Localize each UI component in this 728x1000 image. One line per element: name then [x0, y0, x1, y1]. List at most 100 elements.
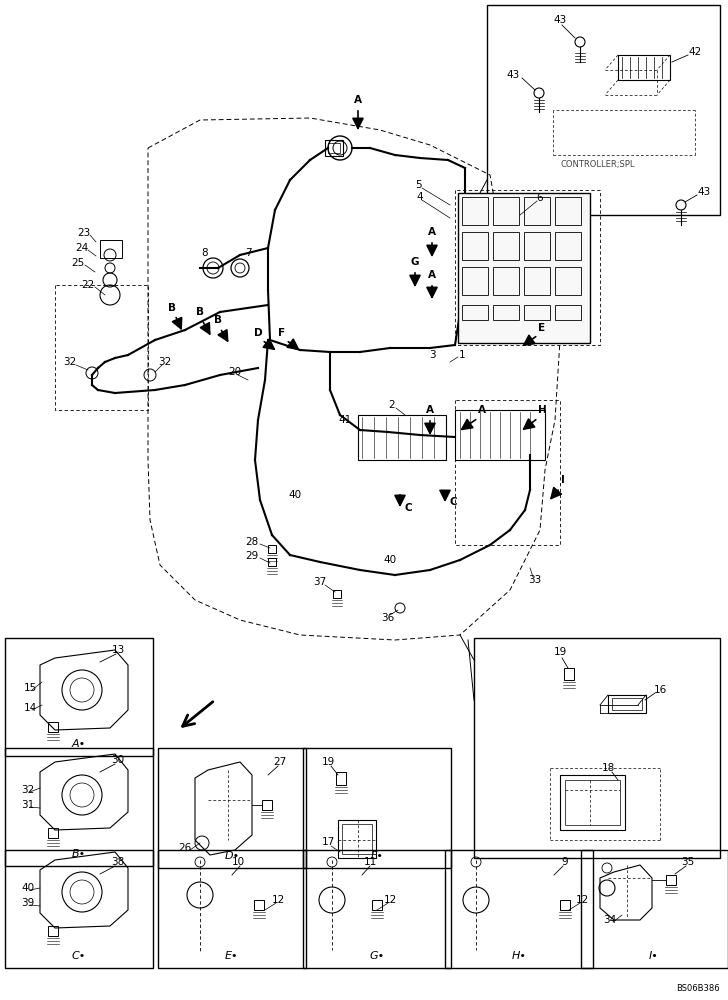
Text: 36: 36 — [381, 613, 395, 623]
Text: F: F — [278, 328, 285, 338]
Bar — [328, 143, 340, 153]
Bar — [487, 5, 720, 215]
Bar — [493, 197, 519, 225]
Bar — [455, 410, 545, 460]
Text: 18: 18 — [601, 763, 614, 773]
Bar — [5, 638, 153, 756]
Bar — [338, 820, 376, 858]
Text: 40: 40 — [384, 555, 397, 565]
Text: 22: 22 — [82, 280, 95, 290]
Text: 6: 6 — [537, 193, 543, 203]
Text: 16: 16 — [653, 685, 667, 695]
Bar — [565, 780, 620, 825]
Text: 12: 12 — [575, 895, 589, 905]
Text: 33: 33 — [529, 575, 542, 585]
Text: H: H — [537, 405, 547, 415]
Text: C: C — [404, 503, 412, 513]
Text: 43: 43 — [507, 70, 520, 80]
Bar — [555, 197, 581, 225]
Text: C: C — [449, 497, 456, 507]
Bar — [48, 722, 58, 732]
Bar — [158, 850, 306, 968]
Text: G•: G• — [369, 951, 384, 961]
Text: 20: 20 — [229, 367, 242, 377]
Text: 17: 17 — [321, 837, 335, 847]
Text: A: A — [428, 270, 436, 280]
Text: 1: 1 — [459, 350, 465, 360]
Bar — [608, 695, 646, 713]
Bar — [303, 748, 451, 868]
Text: 28: 28 — [245, 537, 258, 547]
Text: 4: 4 — [416, 192, 423, 202]
Text: 40: 40 — [288, 490, 301, 500]
Bar — [474, 638, 720, 858]
Text: 7: 7 — [245, 248, 251, 258]
Bar — [493, 267, 519, 295]
Bar — [462, 267, 488, 295]
Text: B: B — [168, 303, 176, 313]
Text: G: G — [411, 257, 419, 267]
Text: A•: A• — [72, 739, 86, 749]
Text: C•: C• — [72, 951, 86, 961]
Text: 12: 12 — [272, 895, 285, 905]
Text: D: D — [253, 328, 262, 338]
Text: 14: 14 — [23, 703, 36, 713]
Bar — [493, 232, 519, 260]
Text: 10: 10 — [232, 857, 245, 867]
Text: I: I — [561, 475, 565, 485]
Bar — [524, 267, 550, 295]
Bar — [560, 900, 570, 910]
Text: 12: 12 — [384, 895, 397, 905]
Text: E: E — [539, 323, 545, 333]
Bar — [462, 197, 488, 225]
Text: 3: 3 — [429, 350, 435, 360]
Text: H•: H• — [512, 951, 526, 961]
Text: A: A — [354, 95, 362, 105]
Text: 34: 34 — [604, 915, 617, 925]
Text: 37: 37 — [313, 577, 327, 587]
Bar — [158, 748, 306, 868]
Bar — [524, 197, 550, 225]
Text: 43: 43 — [697, 187, 711, 197]
Text: B: B — [214, 315, 222, 325]
Text: 39: 39 — [21, 898, 35, 908]
Bar — [5, 850, 153, 968]
Text: 5: 5 — [415, 180, 422, 190]
Text: 42: 42 — [689, 47, 702, 57]
Bar — [268, 558, 276, 566]
Text: 41: 41 — [339, 415, 352, 425]
Bar — [555, 232, 581, 260]
Text: B•: B• — [72, 849, 86, 859]
Bar — [564, 668, 574, 680]
Text: 15: 15 — [23, 683, 36, 693]
Text: E•: E• — [225, 951, 239, 961]
Bar — [268, 545, 276, 553]
Bar — [458, 193, 590, 343]
Bar — [612, 698, 642, 710]
Text: F•: F• — [371, 851, 384, 861]
Bar — [303, 850, 451, 968]
Text: 38: 38 — [111, 857, 124, 867]
Text: 32: 32 — [63, 357, 76, 367]
Bar — [524, 305, 550, 320]
Text: 31: 31 — [21, 800, 35, 810]
Text: 26: 26 — [178, 843, 191, 853]
Text: 23: 23 — [76, 228, 90, 238]
Text: I•: I• — [649, 951, 659, 961]
Text: 19: 19 — [321, 757, 335, 767]
Bar — [48, 926, 58, 936]
Bar — [560, 775, 625, 830]
Text: 13: 13 — [111, 645, 124, 655]
Bar — [342, 824, 372, 854]
Text: A: A — [478, 405, 486, 415]
Text: 32: 32 — [21, 785, 35, 795]
Text: 29: 29 — [245, 551, 258, 561]
Bar — [100, 240, 122, 258]
Bar — [325, 140, 343, 156]
Text: 25: 25 — [72, 258, 85, 268]
Bar — [581, 850, 728, 968]
Text: 9: 9 — [562, 857, 569, 867]
Text: BS06B386: BS06B386 — [676, 984, 720, 993]
Text: 32: 32 — [159, 357, 172, 367]
Text: 8: 8 — [202, 248, 208, 258]
